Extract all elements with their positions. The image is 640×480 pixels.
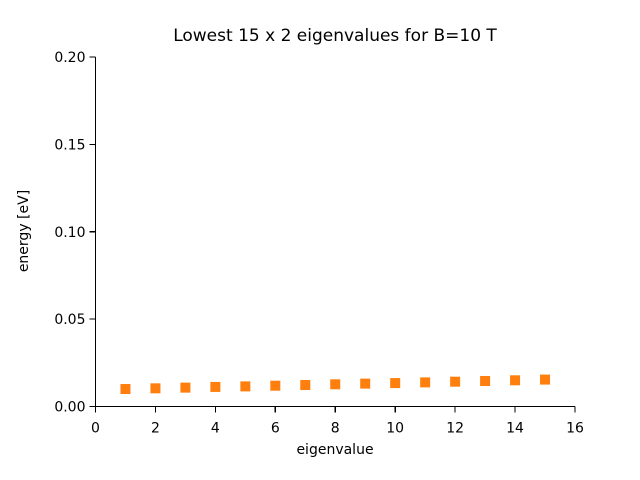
data-point-marker xyxy=(540,374,551,385)
y-tick-label: 0.20 xyxy=(54,50,85,66)
data-point-marker xyxy=(300,380,311,391)
data-point-marker xyxy=(390,378,401,389)
data-point-marker xyxy=(480,375,491,386)
data-point-marker xyxy=(360,378,371,389)
y-tick-label: 0.10 xyxy=(54,225,85,241)
y-tick-label: 0.15 xyxy=(54,137,85,153)
x-tick-label: 4 xyxy=(211,421,220,437)
x-axis-label: eigenvalue xyxy=(296,442,374,458)
chart-title: Lowest 15 x 2 eigenvalues for B=10 T xyxy=(173,26,497,46)
x-tick-label: 14 xyxy=(506,421,524,437)
x-tick-label: 6 xyxy=(271,421,280,437)
data-point-marker xyxy=(420,377,431,388)
data-point-marker xyxy=(510,375,521,386)
data-point-marker xyxy=(120,384,131,395)
x-tick-label: 0 xyxy=(91,421,100,437)
data-point-marker xyxy=(240,381,251,392)
data-point-marker xyxy=(150,383,161,394)
data-point-marker xyxy=(450,376,461,387)
x-tick-label: 16 xyxy=(566,421,584,437)
x-tick-label: 10 xyxy=(386,421,404,437)
y-tick-label: 0.00 xyxy=(54,400,85,416)
x-tick-label: 2 xyxy=(151,421,160,437)
data-point-marker xyxy=(330,379,341,390)
data-point-marker xyxy=(180,382,191,393)
y-tick-label: 0.05 xyxy=(54,312,85,328)
x-tick-label: 8 xyxy=(331,421,340,437)
data-point-marker xyxy=(210,381,221,392)
data-point-marker xyxy=(270,380,281,391)
x-tick-label: 12 xyxy=(446,421,464,437)
